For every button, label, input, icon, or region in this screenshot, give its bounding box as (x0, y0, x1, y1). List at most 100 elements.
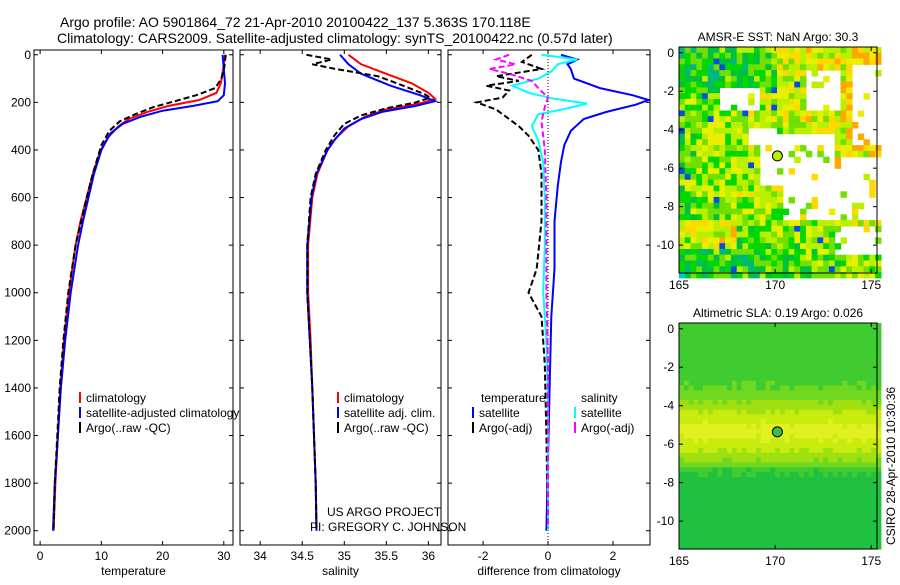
map-cell (712, 428, 718, 435)
map-cell (794, 544, 800, 550)
map-cell (707, 428, 714, 435)
map-cell (775, 472, 781, 478)
map-cell (861, 534, 867, 540)
map-cell (713, 47, 720, 54)
map-cell (679, 438, 685, 444)
map-cell (679, 243, 686, 250)
map-cell (707, 496, 714, 502)
map-cell (731, 544, 738, 550)
map-cell (730, 266, 738, 273)
map-cell (690, 208, 697, 215)
map-cell (777, 75, 784, 83)
map-cell (755, 496, 762, 502)
map-cell (813, 342, 819, 348)
map-cell (788, 150, 795, 158)
map-cell (852, 414, 858, 420)
map-cell (788, 127, 795, 135)
map-cell (742, 47, 749, 54)
map-cell (725, 70, 732, 77)
map-cell (696, 168, 703, 175)
map-cell (799, 366, 805, 372)
map-cell (713, 254, 720, 262)
map-cell (856, 385, 863, 391)
map-cell (779, 515, 786, 521)
map-cell (684, 145, 692, 152)
map-cell (742, 81, 749, 88)
map-cell (818, 476, 824, 483)
map-cell (707, 544, 714, 550)
map-cell (794, 375, 800, 382)
map-cell (861, 404, 867, 411)
map-cell (817, 243, 824, 250)
map-cell (688, 419, 694, 425)
map-cell (789, 428, 795, 435)
map-cell (690, 162, 697, 169)
map-cell (818, 539, 824, 545)
map-cell (847, 332, 853, 338)
map-cell (866, 323, 872, 329)
map-cell (818, 366, 824, 372)
map-cell (842, 409, 848, 415)
map-cell (742, 272, 749, 279)
argo-position-marker (771, 150, 783, 162)
map-cell (713, 266, 720, 273)
map-cell (727, 347, 733, 353)
map-cell (808, 361, 815, 367)
map-cell (759, 254, 767, 262)
map-cell (808, 525, 815, 531)
map-cell (789, 327, 795, 334)
map-cell (828, 342, 834, 348)
map-cell (788, 87, 795, 94)
map-cell (755, 457, 762, 463)
map-cell (799, 361, 805, 367)
map-cell (847, 375, 853, 382)
map-cell (742, 197, 749, 204)
map-cell (730, 191, 738, 198)
map-cell (813, 448, 819, 454)
map-cell (684, 197, 692, 204)
map-cell (823, 47, 830, 54)
map-cell (852, 433, 858, 439)
map-cell (746, 371, 752, 377)
map-cell (693, 428, 699, 435)
map-cell (730, 116, 738, 123)
map-cell (789, 515, 795, 521)
map-cell (828, 337, 834, 343)
map-cell (679, 93, 686, 100)
map-cell (754, 162, 761, 169)
map-cell (856, 544, 863, 550)
map-cell (770, 356, 776, 363)
map-cell (869, 179, 876, 187)
map-cell (679, 428, 685, 435)
map-cell (777, 254, 784, 262)
map-cell (703, 534, 709, 540)
map-cell (702, 145, 709, 152)
map-cell (788, 122, 795, 129)
map-cell (679, 220, 686, 227)
map-cell (784, 433, 791, 439)
map-cell (759, 75, 767, 83)
map-cell (707, 534, 714, 540)
map-cell (703, 486, 709, 492)
map-cell (755, 380, 762, 387)
map-cell (712, 419, 718, 425)
map-cell (707, 438, 714, 444)
map-cell (707, 385, 714, 391)
map-cell (736, 81, 744, 88)
map-cell (759, 87, 767, 94)
map-cell (775, 404, 781, 411)
map-cell (712, 476, 718, 483)
map-cell (842, 476, 848, 483)
map-cell (736, 225, 744, 233)
map-cell (832, 371, 839, 377)
map-cell (760, 361, 767, 367)
map-cell (777, 52, 784, 60)
map-cell (808, 515, 815, 521)
map-cell (707, 87, 715, 94)
map-cell (746, 428, 752, 435)
map-cell (725, 133, 732, 140)
map-cell (693, 409, 699, 415)
map-cell (846, 127, 853, 135)
map-cell (712, 539, 718, 545)
map-cell (828, 467, 834, 473)
